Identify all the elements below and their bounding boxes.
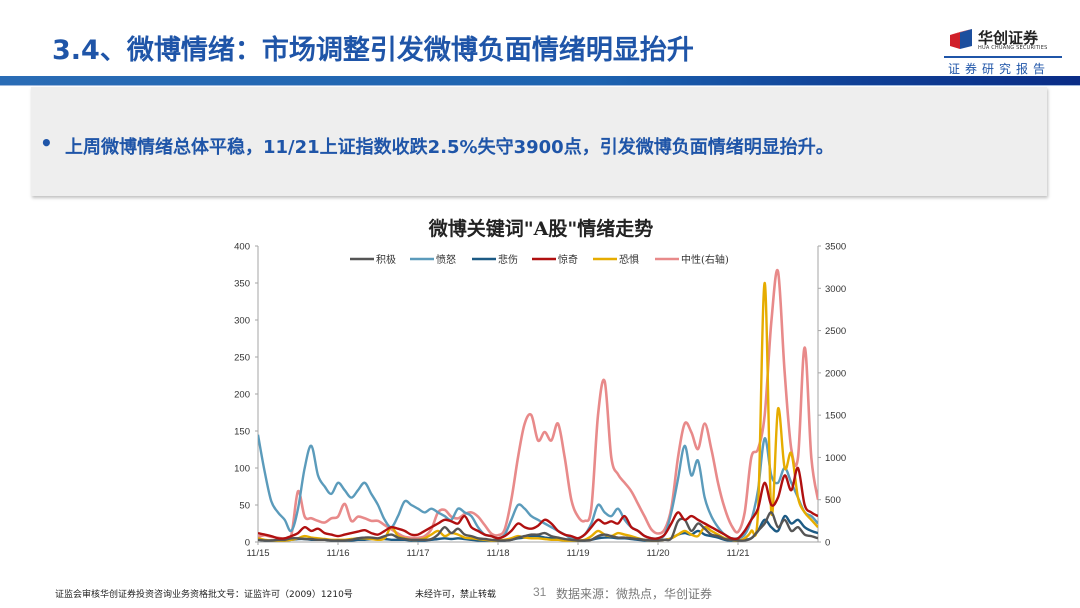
page-number: 31	[533, 585, 547, 599]
left-axis-tick-label: 100	[234, 464, 250, 475]
x-axis-tick-label: 11/19	[566, 548, 589, 559]
legend-label: 恐惧	[619, 254, 639, 266]
left-axis-tick-label: 350	[234, 279, 250, 290]
left-axis-tick-label: 400	[234, 242, 250, 253]
series-surprise-line	[258, 466, 818, 541]
left-axis-tick-label: 200	[234, 390, 250, 401]
summary-box	[31, 87, 1047, 196]
legend-item: 恐惧	[593, 254, 639, 266]
x-axis-tick-label: 11/21	[726, 548, 749, 559]
legend-item: 积极	[350, 253, 396, 266]
right-axis-tick-label: 1500	[825, 411, 846, 422]
x-axis-tick-label: 11/15	[246, 548, 269, 559]
left-axis-tick-label: 300	[234, 316, 250, 327]
legend-label: 中性(右轴)	[681, 253, 729, 266]
series-positive-line	[258, 511, 818, 542]
legend-item: 愤怒	[410, 253, 456, 266]
chart-series	[258, 268, 818, 542]
x-axis-tick-label: 11/18	[486, 548, 509, 559]
x-axis-tick-label: 11/16	[326, 548, 349, 559]
legend-label: 积极	[376, 253, 396, 266]
legend-label: 惊奇	[558, 253, 578, 266]
footer-notice: 未经许可，禁止转载	[415, 590, 497, 600]
right-axis-tick-label: 1000	[825, 453, 846, 464]
right-axis-tick-label: 500	[825, 495, 841, 506]
right-axis-tick-label: 2500	[825, 326, 846, 337]
legend-label: 悲伤	[498, 253, 518, 266]
company-logo: 华创证券 HUA CHUANG SECURITIES	[950, 27, 1060, 53]
header-band	[0, 76, 1080, 85]
left-axis-tick-label: 0	[245, 538, 250, 549]
left-axis-tick-label: 50	[239, 501, 250, 512]
legend-item: 惊奇	[532, 253, 578, 266]
x-axis-tick-label: 11/17	[406, 548, 429, 559]
logo-cube-icon	[950, 29, 972, 49]
right-axis-tick-label: 3000	[825, 284, 846, 295]
header-band-underline	[0, 85, 1080, 86]
right-axis-tick-label: 2000	[825, 368, 846, 379]
footer-license: 证监会审核华创证券投资咨询业务资格批文号：证监许可（2009）1210号	[55, 590, 353, 600]
logo-english-name: HUA CHUANG SECURITIES	[978, 45, 1048, 51]
summary-text: 上周微博情绪总体平稳，11/21上证指数收跌2.5%失守3900点，引发微博负面…	[65, 137, 834, 158]
x-axis-tick-label: 11/20	[646, 548, 669, 559]
right-axis-tick-label: 3500	[825, 242, 846, 253]
bullet-icon: •	[40, 131, 53, 155]
logo-chinese-name: 华创证券	[978, 29, 1039, 47]
legend-item: 中性(右轴)	[655, 253, 729, 266]
series-neutral-line	[258, 268, 818, 542]
chart-legend: 积极 愤怒 悲伤 惊奇 恐惧 中性(右轴)	[350, 253, 729, 266]
legend-label: 愤怒	[436, 253, 456, 266]
legend-item: 悲伤	[472, 253, 518, 266]
chart-axes: 0 50 100 150 200 250 300 350 400 0 500 1000 1500 2000…	[234, 242, 846, 560]
logo-divider	[944, 56, 1062, 58]
right-axis-tick-label: 0	[825, 538, 830, 549]
series-anger-line	[258, 434, 818, 540]
chart-title: 微博关键词"A股"情绪走势	[428, 218, 654, 240]
series-fear-line	[258, 281, 818, 542]
report-label: 证券研究报告	[948, 62, 1051, 76]
left-axis-tick-label: 250	[234, 353, 250, 364]
left-axis-tick-label: 150	[234, 427, 250, 438]
page-title: 3.4、微博情绪：市场调整引发微博负面情绪明显抬升	[52, 35, 694, 66]
data-source: 数据来源：微热点，华创证券	[556, 587, 713, 601]
